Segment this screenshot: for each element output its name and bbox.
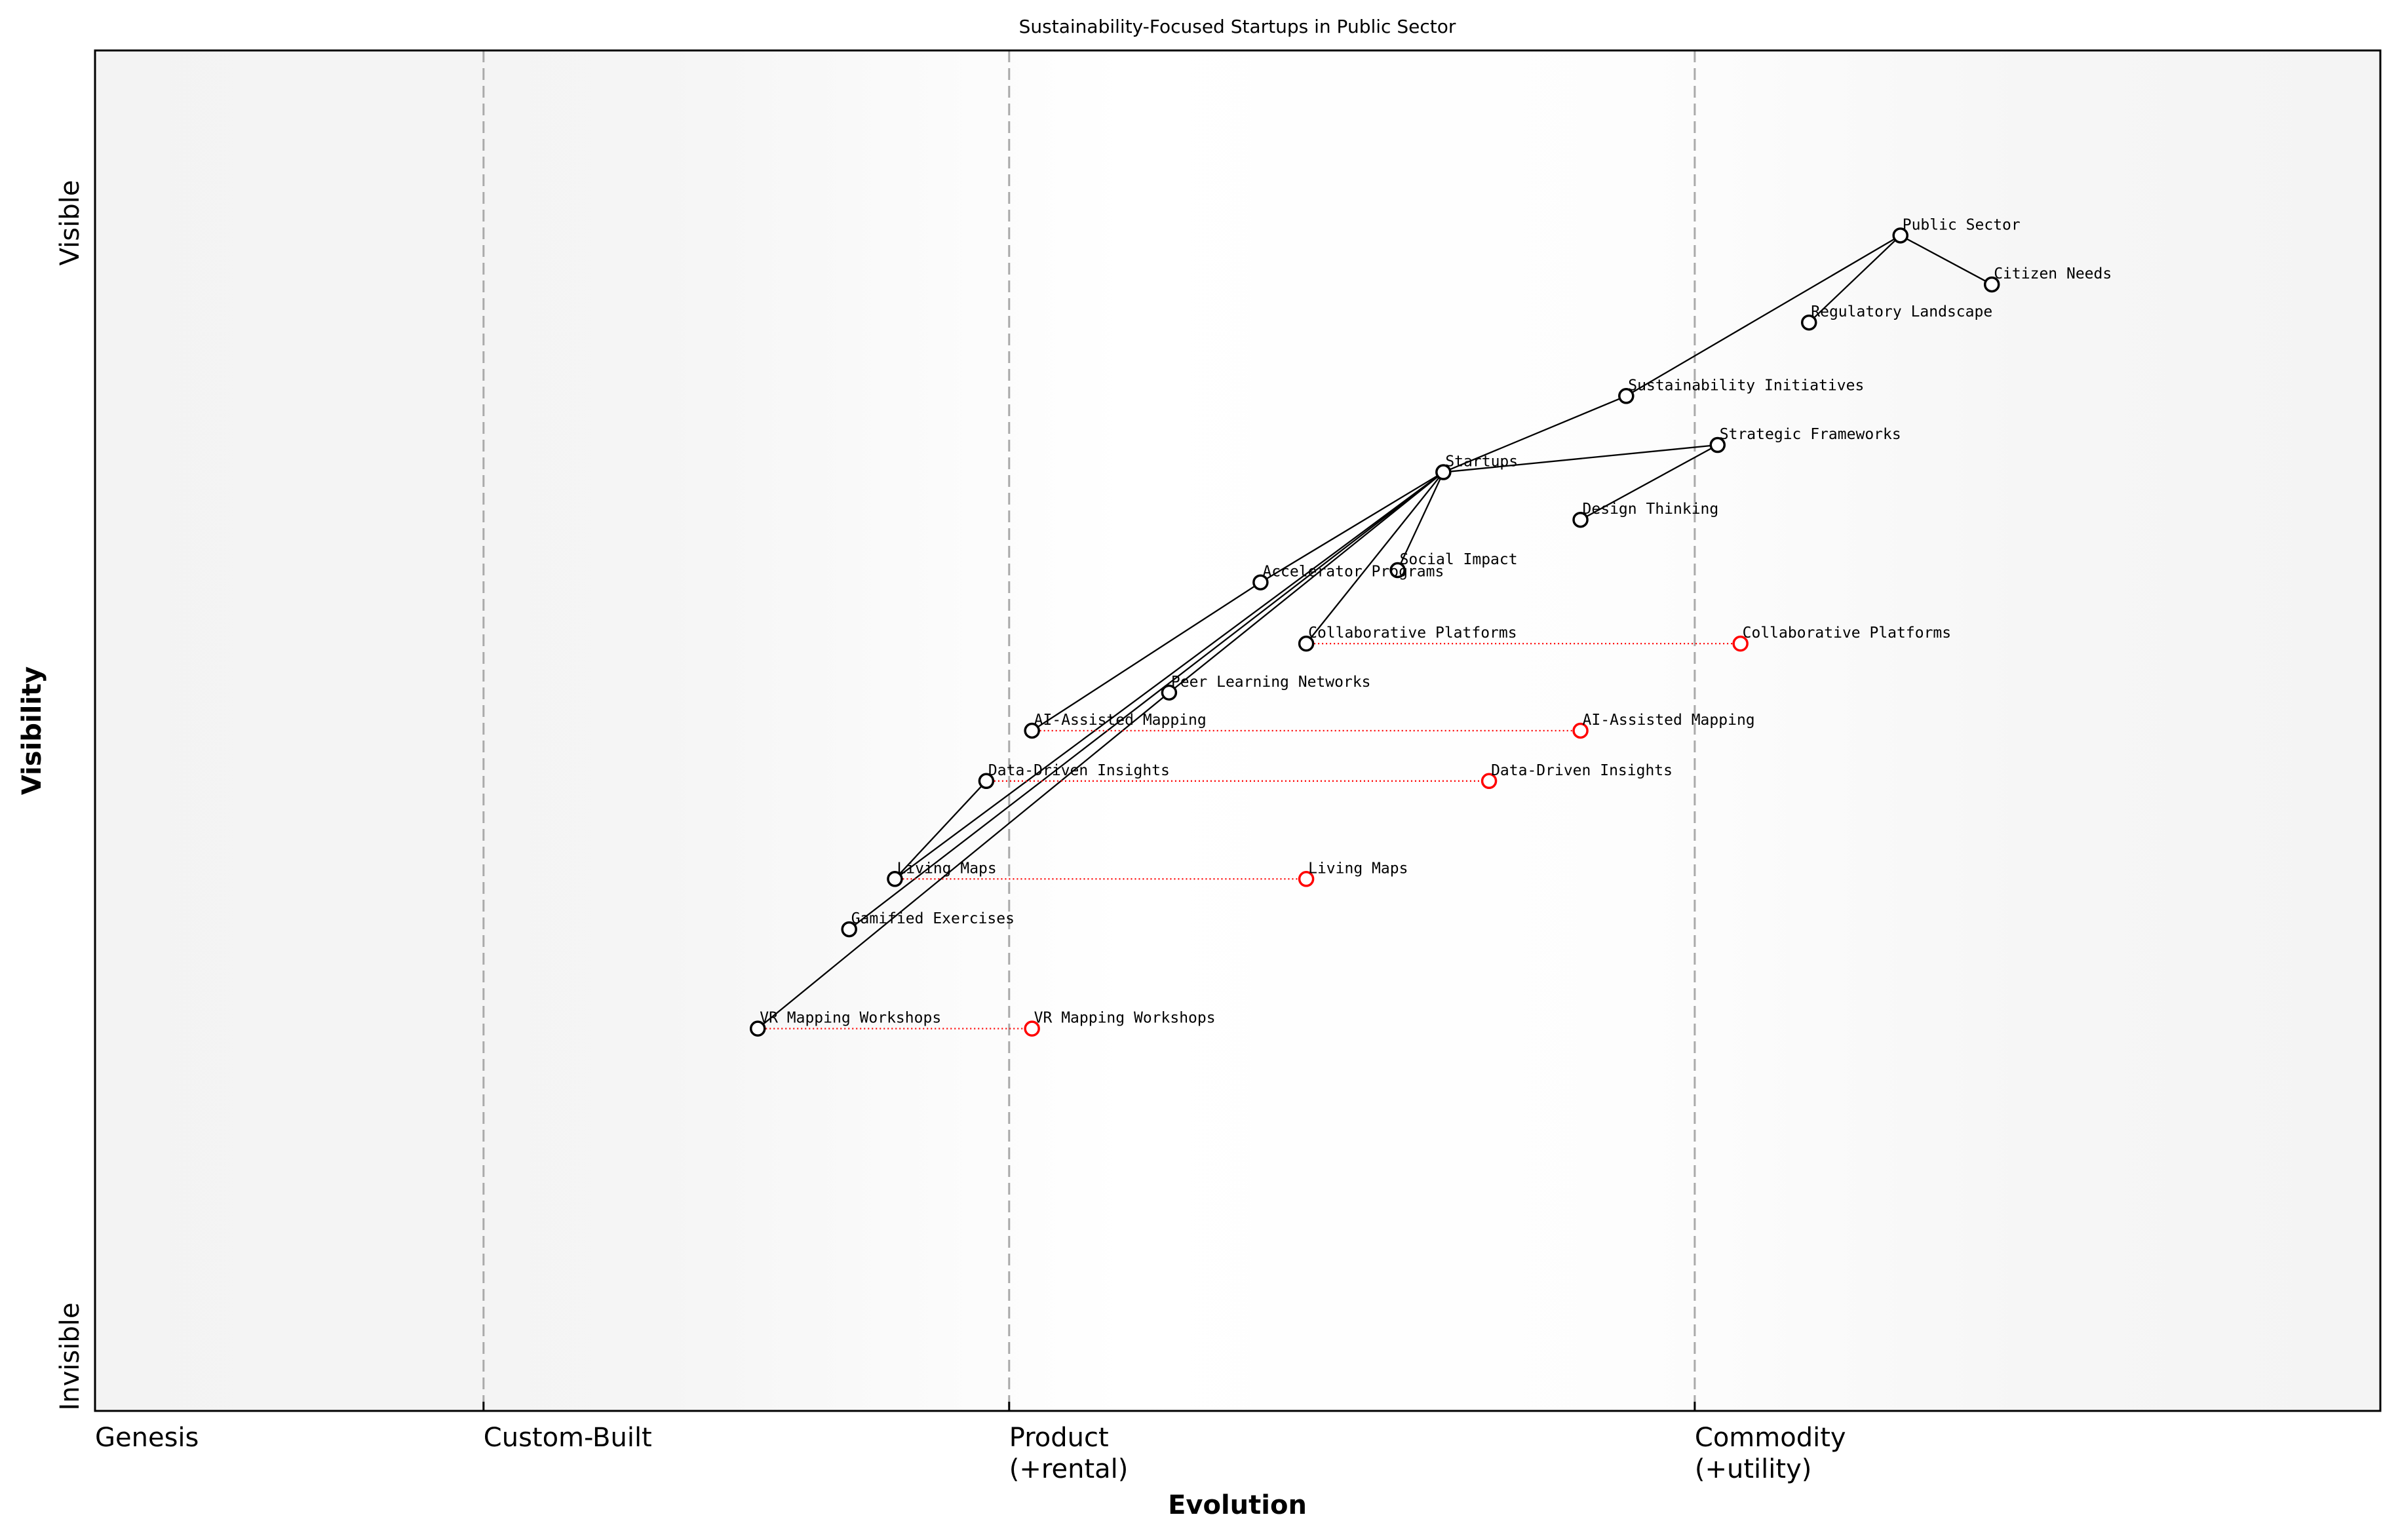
y-axis-top-label: Visible xyxy=(55,180,85,266)
stage-label-line: Product xyxy=(1009,1423,1109,1453)
component-marker[interactable] xyxy=(1389,562,1406,579)
component-marker[interactable] xyxy=(1709,436,1726,453)
component-marker[interactable] xyxy=(1618,388,1635,404)
evolved-component-marker[interactable] xyxy=(1572,722,1589,739)
component-marker[interactable] xyxy=(749,1020,766,1037)
stage-label: Custom-Built xyxy=(484,1423,652,1453)
component-label: Gamified Exercises xyxy=(851,910,1015,927)
component-label: Living Maps xyxy=(897,860,996,877)
chart-title: Sustainability-Focused Startups in Publi… xyxy=(1019,16,1456,37)
component-label: Public Sector xyxy=(1903,216,2021,233)
dependency-link xyxy=(849,471,1444,931)
evolved-component-marker[interactable] xyxy=(1298,871,1315,887)
stage-label-line: (+utility) xyxy=(1695,1454,1811,1484)
component-label: Peer Learning Networks xyxy=(1171,674,1371,691)
stage-label-line: Commodity xyxy=(1695,1423,1846,1453)
component-label: Sustainability Initiatives xyxy=(1628,377,1864,394)
dependency-link xyxy=(1032,581,1261,731)
dependency-link xyxy=(1169,471,1444,693)
dependency-link xyxy=(1579,444,1718,521)
stage-label: Genesis xyxy=(95,1423,199,1453)
component-marker[interactable] xyxy=(1572,511,1589,528)
component-label: Regulatory Landscape xyxy=(1811,303,1992,320)
dependency-link xyxy=(894,780,987,880)
component-label: Accelerator Programs xyxy=(1262,564,1444,581)
component-marker[interactable] xyxy=(1024,722,1040,739)
evolved-component-label: VR Mapping Workshops xyxy=(1034,1010,1216,1027)
component-label: Data-Driven Insights xyxy=(988,762,1170,779)
stage-label-line: (+rental) xyxy=(1009,1454,1129,1484)
component-label: Social Impact xyxy=(1400,551,1518,568)
component-label: VR Mapping Workshops xyxy=(760,1010,941,1027)
component-marker[interactable] xyxy=(1161,684,1178,701)
dependency-link xyxy=(757,691,1170,1030)
stage-label-line: Custom-Built xyxy=(484,1423,652,1453)
component-label: AI-Assisted Mapping xyxy=(1034,712,1207,729)
dependency-link xyxy=(1625,235,1901,397)
evolved-component-marker[interactable] xyxy=(1732,635,1749,652)
dependency-link xyxy=(1397,472,1444,571)
evolved-component-label: AI-Assisted Mapping xyxy=(1583,712,1755,729)
component-label: Strategic Frameworks xyxy=(1720,426,1901,443)
y-axis-label: Visibility xyxy=(17,666,47,795)
dependency-link xyxy=(1306,471,1444,644)
component-label: Collaborative Platforms xyxy=(1308,625,1517,642)
dependency-link xyxy=(1808,235,1901,324)
component-marker[interactable] xyxy=(1298,635,1315,652)
stage-label: Product (+rental) xyxy=(1009,1423,1129,1484)
dependency-link xyxy=(1442,395,1627,473)
component-marker[interactable] xyxy=(887,871,903,887)
evolved-component-label: Collaborative Platforms xyxy=(1743,625,1952,642)
component-marker[interactable] xyxy=(1252,574,1269,590)
evolved-component-marker[interactable] xyxy=(1024,1020,1040,1037)
component-marker[interactable] xyxy=(1983,276,2000,293)
dependency-link xyxy=(1443,444,1718,473)
evolved-component-label: Living Maps xyxy=(1308,860,1408,877)
component-marker[interactable] xyxy=(978,773,995,790)
evolved-component-label: Data-Driven Insights xyxy=(1491,762,1673,779)
dependency-link xyxy=(1900,235,1992,286)
component-marker[interactable] xyxy=(1801,314,1817,331)
plot-frame xyxy=(94,49,2382,1412)
y-axis-bottom-label: Invisible xyxy=(55,1303,85,1411)
stage-label-line: Genesis xyxy=(95,1423,199,1453)
component-label: Design Thinking xyxy=(1583,501,1719,518)
x-axis-label: Evolution xyxy=(1168,1490,1307,1520)
component-marker[interactable] xyxy=(841,921,857,938)
component-marker[interactable] xyxy=(1435,464,1452,480)
stage-label: Commodity (+utility) xyxy=(1695,1423,1846,1484)
component-label: Citizen Needs xyxy=(1994,265,2112,282)
evolved-component-marker[interactable] xyxy=(1481,773,1498,790)
dependency-link xyxy=(1260,471,1444,583)
component-label: Startups xyxy=(1445,453,1518,471)
dependency-link xyxy=(894,471,1444,880)
component-marker[interactable] xyxy=(1892,227,1908,244)
